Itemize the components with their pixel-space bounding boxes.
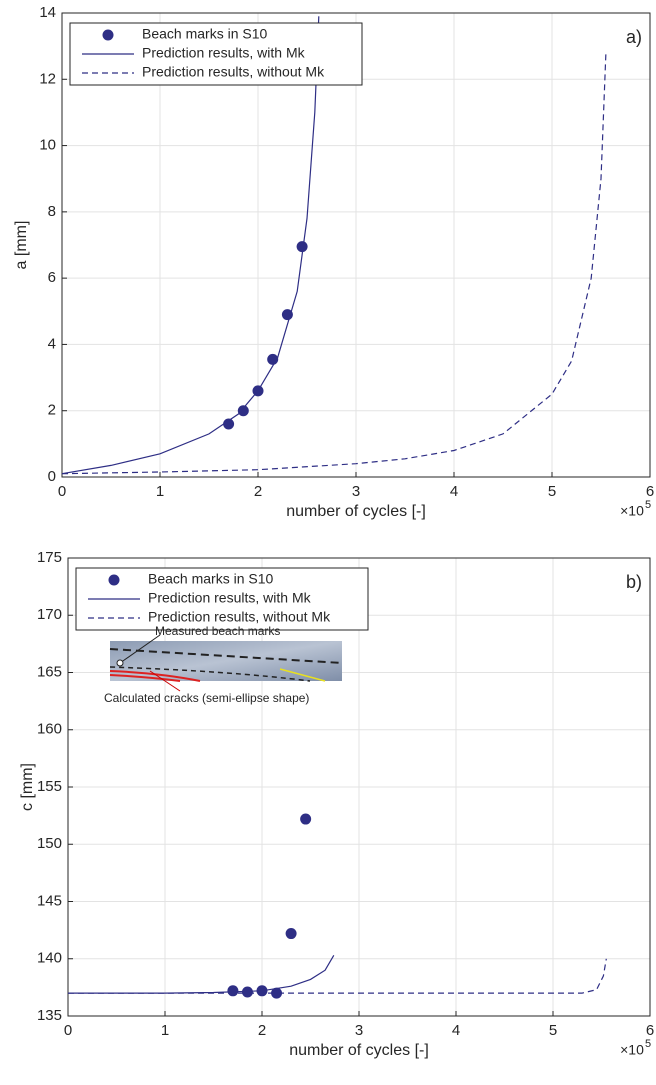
y-tick-label: 140 (37, 950, 62, 967)
data-point (296, 241, 308, 253)
inset-label: Calculated cracks (semi-ellipse shape) (104, 691, 309, 705)
y-tick-label: 14 (39, 4, 56, 21)
x-multiplier-exponent: 5 (645, 1038, 651, 1050)
x-tick-label: 3 (352, 483, 360, 500)
data-point (223, 418, 235, 430)
legend-label: Prediction results, without Mk (148, 609, 331, 625)
legend-label: Beach marks in S10 (148, 571, 273, 587)
x-tick-label: 4 (452, 1022, 460, 1039)
x-tick-label: 5 (548, 483, 556, 500)
legend-label: Prediction results, with Mk (142, 45, 306, 61)
y-tick-label: 145 (37, 892, 62, 909)
prediction-line (68, 958, 607, 994)
x-tick-label: 2 (258, 1022, 266, 1039)
y-tick-label: 6 (48, 269, 56, 286)
x-axis-label: number of cycles [-] (289, 1042, 429, 1059)
inset-mark (279, 668, 326, 682)
y-tick-label: 2 (48, 402, 56, 419)
y-tick-label: 150 (37, 835, 62, 852)
x-tick-label: 2 (254, 483, 262, 500)
x-multiplier: ×10 (620, 1042, 644, 1058)
callout-dot (116, 659, 124, 667)
legend-marker (102, 29, 114, 41)
x-tick-label: 6 (646, 483, 654, 500)
y-tick-label: 170 (37, 606, 62, 623)
prediction-line (68, 954, 335, 994)
data-point (237, 405, 249, 417)
x-tick-label: 4 (450, 483, 458, 500)
y-tick-label: 165 (37, 663, 62, 680)
y-tick-label: 12 (39, 70, 56, 87)
data-point (285, 928, 297, 940)
plot-frame (61, 12, 651, 478)
y-tick-label: 160 (37, 721, 62, 738)
y-axis-label: c [mm] (19, 763, 36, 811)
y-tick-label: 10 (39, 137, 56, 154)
x-tick-label: 6 (646, 1022, 654, 1039)
y-tick-label: 155 (37, 778, 62, 795)
panel-label: a) (626, 27, 642, 47)
inset-mark (109, 666, 311, 682)
legend-label: Prediction results, with Mk (148, 590, 312, 606)
y-tick-label: 175 (37, 549, 62, 566)
y-tick-label: 0 (48, 468, 56, 485)
y-tick-label: 135 (37, 1007, 62, 1024)
data-point (271, 987, 283, 999)
legend-label: Beach marks in S10 (142, 26, 267, 42)
inset-label: Measured beach marks (155, 624, 280, 638)
data-point (227, 985, 239, 997)
y-tick-label: 4 (48, 335, 56, 352)
x-tick-label: 0 (58, 483, 66, 500)
x-tick-label: 5 (549, 1022, 557, 1039)
legend-label: Prediction results, without Mk (142, 64, 325, 80)
callout (149, 670, 181, 692)
x-tick-label: 1 (161, 1022, 169, 1039)
data-point (300, 813, 312, 825)
y-axis-label: a [mm] (13, 221, 30, 270)
inset-crack (109, 670, 201, 682)
plot-frame (67, 557, 651, 1017)
x-tick-label: 0 (64, 1022, 72, 1039)
panel-label: b) (626, 572, 642, 592)
legend-marker (108, 574, 120, 586)
callout (119, 634, 161, 664)
data-point (241, 986, 253, 998)
x-multiplier: ×10 (620, 503, 644, 519)
x-tick-label: 1 (156, 483, 164, 500)
x-tick-label: 3 (355, 1022, 363, 1039)
x-axis-label: number of cycles [-] (286, 503, 426, 520)
prediction-line (61, 16, 320, 475)
y-tick-label: 8 (48, 203, 56, 220)
x-multiplier-exponent: 5 (645, 499, 651, 511)
